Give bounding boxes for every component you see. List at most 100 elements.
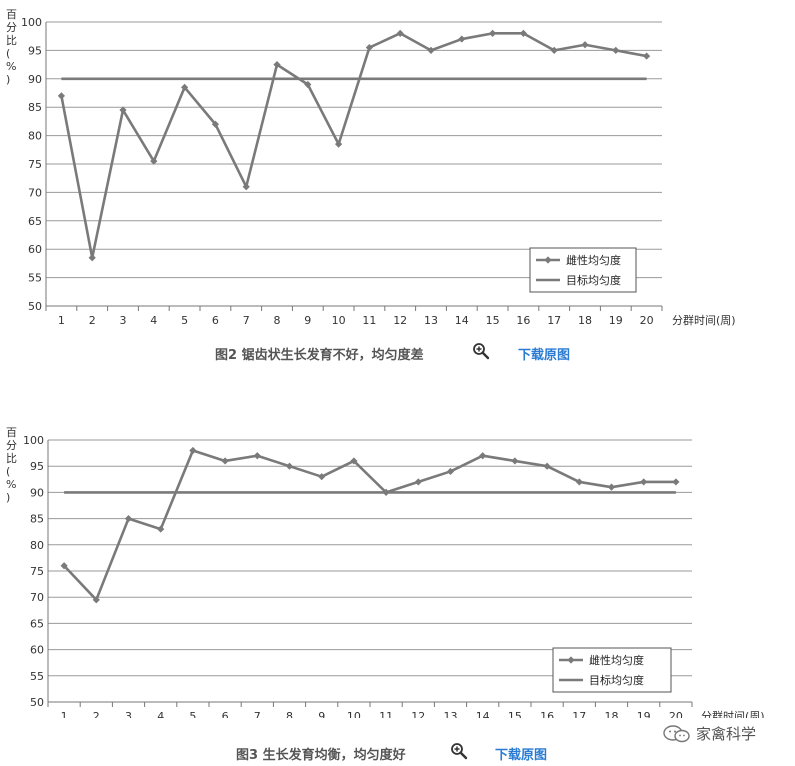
- x-tick-label: 12: [411, 710, 425, 718]
- x-tick-label: 14: [476, 710, 490, 718]
- data-point: [581, 41, 589, 49]
- x-tick-label: 7: [243, 314, 250, 327]
- x-tick-label: 16: [540, 710, 554, 718]
- watermark: 家禽科学: [660, 722, 790, 746]
- x-tick-label: 6: [222, 710, 229, 718]
- data-point: [150, 157, 158, 165]
- download-original-link-2[interactable]: 下载原图: [495, 748, 548, 763]
- data-point: [672, 478, 680, 486]
- data-point: [607, 483, 616, 491]
- x-tick-label: 17: [547, 314, 561, 327]
- y-tick-label: 85: [30, 513, 44, 526]
- x-tick-label: 13: [444, 710, 458, 718]
- y-tick-label: 100: [21, 16, 42, 29]
- data-point: [335, 140, 343, 148]
- legend-label: 雌性均匀度: [589, 653, 644, 667]
- data-point: [612, 46, 620, 54]
- x-tick-label: 9: [318, 710, 325, 718]
- x-tick-label: 12: [393, 314, 407, 327]
- x-tick-label: 6: [212, 314, 219, 327]
- y-tick-label: 65: [30, 617, 44, 630]
- x-tick-label: 9: [304, 314, 311, 327]
- data-point: [350, 457, 358, 465]
- y-tick-label: 50: [30, 696, 44, 709]
- x-tick-label: 2: [89, 314, 96, 327]
- x-tick-label: 17: [572, 710, 586, 718]
- x-tick-label: 20: [640, 314, 654, 327]
- y-tick-label: 70: [28, 186, 42, 199]
- x-tick-label: 15: [486, 314, 500, 327]
- data-point: [273, 61, 281, 69]
- y-tick-label: 85: [28, 101, 42, 114]
- zoom-in-icon[interactable]: [450, 742, 468, 760]
- chart-1: 50 55 60 65 70 75 80 85 90 95 100 1 2 3 4 5 6 7 8 9 10 11 12 13…: [0, 0, 795, 340]
- data-point: [458, 35, 466, 43]
- data-point: [57, 92, 65, 100]
- x-tick-label: 2: [93, 710, 100, 718]
- x-tick-label: 1: [58, 314, 65, 327]
- x-tick-label: 18: [578, 314, 592, 327]
- x-tick-label: 4: [157, 710, 164, 718]
- x-tick-label: 11: [379, 710, 393, 718]
- data-point: [124, 515, 133, 523]
- legend: [529, 247, 637, 293]
- caption-1: 图2 锯齿状生长发育不好，均匀度差 下载原图: [0, 342, 795, 366]
- download-original-link-1[interactable]: 下载原图: [518, 348, 571, 363]
- y-tick-label: 55: [28, 272, 42, 285]
- watermark-text: 家禽科学: [696, 725, 757, 743]
- data-point: [365, 43, 373, 52]
- y-axis-label: 百分比(%): [6, 426, 17, 504]
- y-tick-label: 75: [28, 158, 42, 171]
- x-tick-label: 11: [362, 314, 376, 327]
- legend-marker: [567, 656, 575, 664]
- x-tick-label: 7: [254, 710, 261, 718]
- x-tick-label: 19: [637, 710, 651, 718]
- x-tick-label: 20: [669, 710, 683, 718]
- legend-marker: [544, 256, 552, 264]
- caption-1-text: 图2 锯齿状生长发育不好，均匀度差: [215, 348, 424, 363]
- data-point: [304, 80, 312, 89]
- x-tick-label: 3: [120, 314, 127, 327]
- legend-label: 目标均匀度: [589, 673, 644, 687]
- y-tick-label: 60: [28, 243, 42, 256]
- data-point: [189, 446, 197, 455]
- caption-2: 图3 生长发育均衡，均匀度好 下载原图: [0, 742, 795, 766]
- x-tick-label: 1: [61, 710, 68, 718]
- data-point: [119, 106, 127, 114]
- wechat-icon: [663, 725, 690, 743]
- x-tick-label: 4: [150, 314, 157, 327]
- data-point: [157, 525, 165, 533]
- data-point: [414, 478, 422, 486]
- x-tick-label: 10: [347, 710, 361, 718]
- data-point: [396, 29, 404, 37]
- data-point: [489, 29, 497, 37]
- data-point: [640, 478, 648, 486]
- series-line-female: [60, 32, 647, 260]
- data-point: [446, 467, 455, 476]
- data-point: [285, 462, 294, 470]
- data-point: [511, 457, 519, 465]
- y-tick-label: 90: [28, 73, 42, 86]
- x-tick-label: 15: [508, 710, 522, 718]
- y-tick-label: 95: [28, 44, 42, 57]
- x-tick-label: 8: [274, 314, 281, 327]
- x-axis-label: 分群时间(周): [701, 709, 765, 718]
- x-tick-label: 5: [189, 710, 196, 718]
- data-point: [88, 254, 96, 262]
- caption-2-text: 图3 生长发育均衡，均匀度好: [236, 748, 406, 763]
- y-tick-label: 80: [30, 539, 44, 552]
- x-tick-label: 18: [605, 710, 619, 718]
- zoom-in-icon[interactable]: [472, 342, 490, 360]
- data-point: [479, 452, 487, 460]
- y-tick-label: 55: [30, 670, 44, 683]
- x-tick-label: 16: [516, 314, 530, 327]
- y-tick-label: 100: [23, 434, 44, 447]
- y-tick-label: 90: [30, 486, 44, 499]
- x-tick-label: 10: [332, 314, 346, 327]
- y-tick-label: 75: [30, 565, 44, 578]
- y-tick-label: 65: [28, 215, 42, 228]
- chart-2: 50 55 60 65 70 75 80 85 90 95 100 1 2 3 4 5 6 7 8 9 10 11 12 13…: [0, 418, 795, 718]
- x-tick-label: 3: [125, 710, 132, 718]
